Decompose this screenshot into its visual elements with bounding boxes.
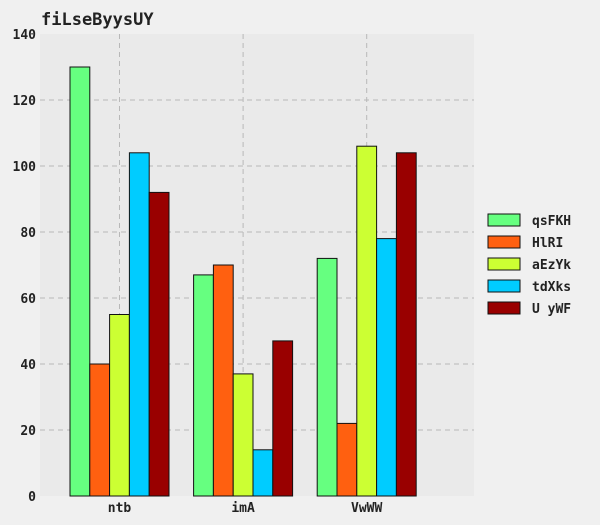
y-tick-label: 120 xyxy=(13,94,37,109)
y-tick-label: 80 xyxy=(20,226,36,241)
bar-U-yWF-imA xyxy=(272,340,294,497)
bar-tdXks-imA xyxy=(252,449,274,497)
x-tick-label: VwWW xyxy=(351,501,382,516)
bar-HlRI-imA xyxy=(212,264,234,497)
bar-tdXks-VwWW xyxy=(376,238,397,497)
x-tick-label: ntb xyxy=(108,501,132,516)
bar-qsFKH-VwWW xyxy=(316,257,338,497)
bars xyxy=(69,66,417,497)
x-tick-label: imA xyxy=(231,501,255,516)
legend-swatch xyxy=(487,235,521,249)
bar-HlRI-VwWW xyxy=(336,422,358,497)
bar-aEzYk-ntb xyxy=(109,314,130,497)
legend-swatch xyxy=(487,301,521,315)
bar-qsFKH-imA xyxy=(193,274,214,497)
legend-label: qsFKH xyxy=(532,214,571,229)
bar-tdXks-ntb xyxy=(128,152,150,497)
x-axis-ticks: ntb imA VwWW xyxy=(108,501,383,516)
legend-label: HlRI xyxy=(532,236,563,251)
bar-aEzYk-imA xyxy=(232,373,254,497)
legend-swatch xyxy=(487,279,521,293)
y-tick-label: 60 xyxy=(20,292,36,307)
bar-U-yWF-ntb xyxy=(148,191,170,497)
bar-U-yWF-VwWW xyxy=(395,152,417,497)
legend-label: aEzYk xyxy=(532,258,571,273)
y-tick-label: 140 xyxy=(13,28,37,43)
legend-label: tdXks xyxy=(532,280,571,295)
legend-swatch xyxy=(487,213,521,227)
y-tick-label: 0 xyxy=(28,490,36,505)
y-tick-label: 20 xyxy=(20,424,36,439)
legend: qsFKH HlRI aEzYk tdXks U yWF xyxy=(487,213,571,317)
y-tick-label: 100 xyxy=(13,160,37,175)
y-tick-label: 40 xyxy=(20,358,36,373)
y-axis-ticks: 0 20 40 60 80 100 120 140 xyxy=(13,28,37,505)
legend-swatch xyxy=(487,257,521,271)
chart-title: fiLseByysUY xyxy=(41,10,154,30)
legend-label: U yWF xyxy=(532,302,571,317)
bar-HlRI-ntb xyxy=(89,363,111,497)
bar-aEzYk-VwWW xyxy=(356,145,378,497)
bar-qsFKH-ntb xyxy=(69,66,91,497)
